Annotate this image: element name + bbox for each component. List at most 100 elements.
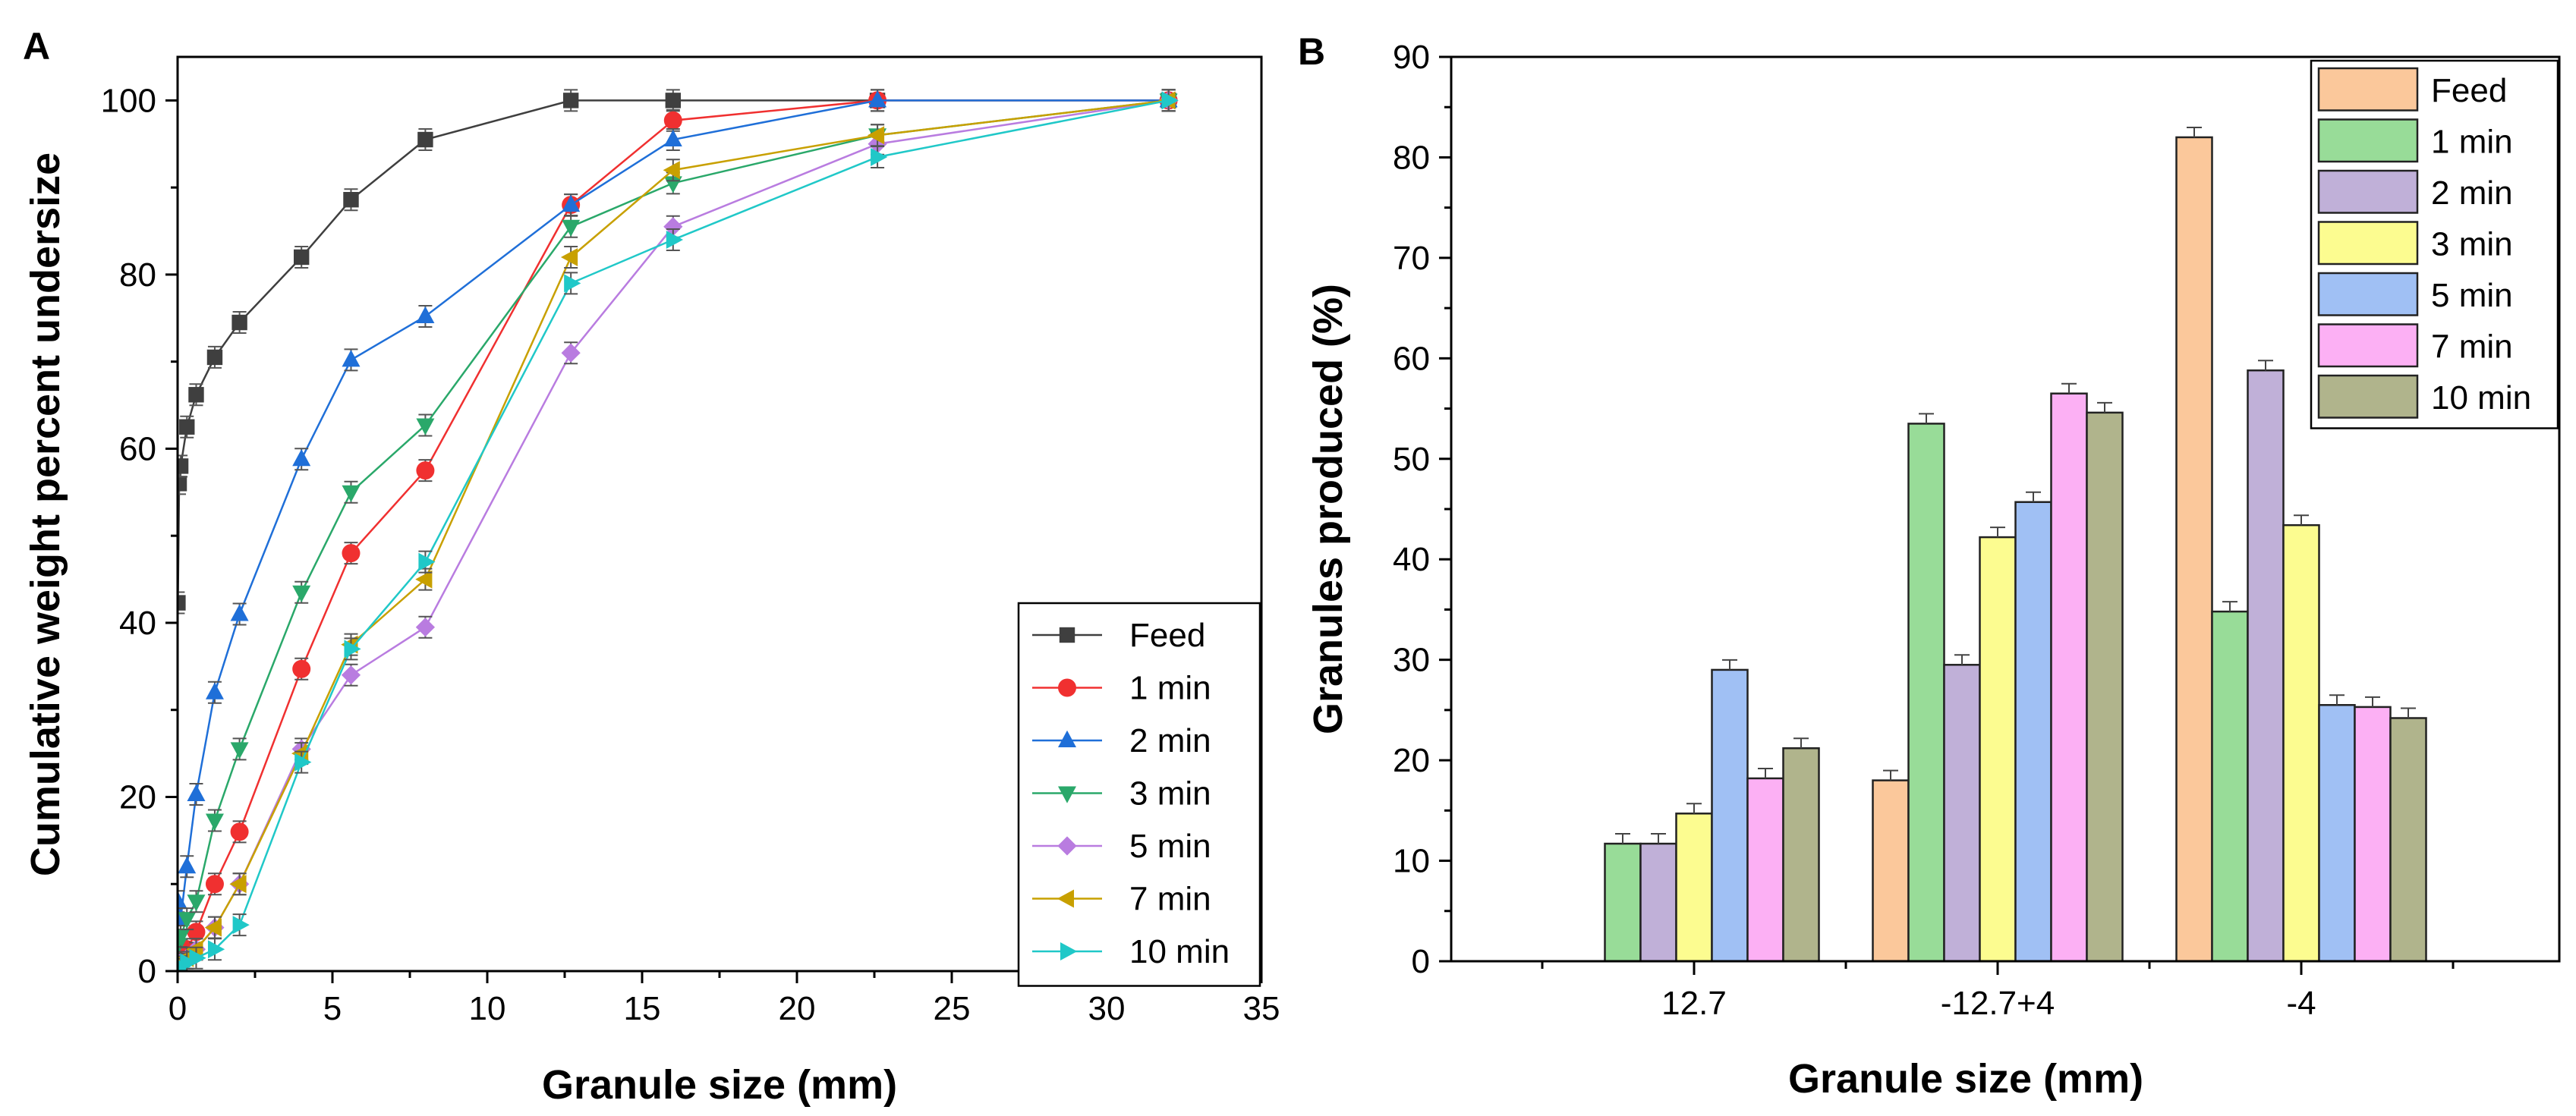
x-tick-label: 30 xyxy=(1088,990,1126,1027)
bar xyxy=(2318,704,2356,963)
legend-swatch xyxy=(2317,374,2419,419)
bar xyxy=(1711,668,1749,963)
panel-b-plot-frame xyxy=(1450,55,2561,963)
data-point xyxy=(179,419,195,435)
legend-marker xyxy=(1058,786,1076,803)
bar xyxy=(2282,523,2320,963)
data-point xyxy=(663,129,682,147)
legend-label: Feed xyxy=(2431,72,2507,109)
data-point xyxy=(418,552,436,571)
bar xyxy=(2050,392,2088,963)
legend-label: 5 min xyxy=(1129,828,1211,865)
x-tick-label: 15 xyxy=(624,990,661,1027)
panel-label-b: B xyxy=(1298,30,1325,73)
x-tick-label: 5 xyxy=(323,990,342,1027)
y-tick-label: 60 xyxy=(119,430,156,467)
legend-label: 7 min xyxy=(2431,328,2513,365)
data-point xyxy=(294,249,310,266)
y-tick-label: 80 xyxy=(1393,139,1430,176)
data-point xyxy=(341,665,361,685)
panel-a-x-axis-title: Granule size (mm) xyxy=(542,1062,897,1108)
data-point xyxy=(229,875,247,894)
legend-label: 2 min xyxy=(1129,722,1211,759)
y-tick-label: 60 xyxy=(1393,340,1430,377)
data-point xyxy=(663,217,683,237)
bar xyxy=(1943,664,1981,963)
y-tick-label: 20 xyxy=(1393,742,1430,779)
data-point xyxy=(561,343,581,363)
bar xyxy=(2211,610,2249,963)
data-point xyxy=(205,682,224,699)
y-tick-label: 90 xyxy=(1393,39,1430,76)
data-point xyxy=(230,822,249,841)
bar xyxy=(1639,842,1677,963)
legend-swatch xyxy=(2317,67,2419,112)
data-point xyxy=(343,192,359,208)
legend-swatch xyxy=(2317,323,2419,368)
x-tick-label: 0 xyxy=(168,990,187,1027)
data-point xyxy=(187,784,206,802)
bar xyxy=(2086,411,2124,963)
data-point xyxy=(294,753,312,772)
bar xyxy=(1675,813,1713,963)
data-point xyxy=(663,111,682,130)
chart-panel-a: A 0 5 10 15 20 25 30 35 0 20 40 60 80 100 Granule siz… xyxy=(23,25,1280,1108)
data-point xyxy=(178,857,197,874)
data-point xyxy=(292,659,311,678)
y-tick-label: 100 xyxy=(101,82,156,119)
panel-b-x-axis-title: Granule size (mm) xyxy=(1788,1056,2143,1102)
legend-marker xyxy=(1058,678,1076,697)
legend-marker xyxy=(1060,942,1078,960)
data-point xyxy=(178,595,186,611)
data-point xyxy=(342,350,361,367)
y-tick-label: 0 xyxy=(138,953,156,990)
legend-label: 1 min xyxy=(2431,123,2513,160)
data-point xyxy=(207,940,225,959)
data-point xyxy=(342,544,361,563)
data-point xyxy=(868,90,887,108)
chart-panel-b: B 0 10 20 30 40 50 60 70 80 90 12.7 -12.7+4 -4 Granu… xyxy=(1298,30,2561,1102)
bar xyxy=(2354,706,2392,963)
data-point xyxy=(344,640,361,659)
data-point xyxy=(560,247,578,266)
y-tick-label: 70 xyxy=(1393,240,1430,277)
legend-label: Feed xyxy=(1129,617,1205,654)
data-point xyxy=(230,604,249,621)
data-point xyxy=(230,742,249,759)
data-point xyxy=(205,875,224,894)
data-point xyxy=(186,940,203,959)
y-tick-label: 0 xyxy=(1412,943,1430,980)
data-point xyxy=(178,929,191,947)
bar xyxy=(2247,369,2285,963)
data-point xyxy=(178,912,197,929)
data-point xyxy=(178,476,187,492)
bar xyxy=(2389,717,2427,963)
data-point xyxy=(871,147,888,166)
x-tick-label: 20 xyxy=(779,990,816,1027)
data-point xyxy=(180,953,197,971)
bar xyxy=(1872,779,1910,963)
data-point xyxy=(206,349,223,366)
legend-box xyxy=(1017,602,1261,987)
panel-b-y-axis-title: Granules produced (%) xyxy=(1305,284,1351,734)
data-point xyxy=(292,585,311,602)
bar xyxy=(1604,842,1642,963)
legend-label: 3 min xyxy=(1129,775,1211,813)
data-point xyxy=(1161,91,1179,110)
data-point xyxy=(867,126,885,145)
data-point xyxy=(562,194,581,212)
data-point xyxy=(416,418,435,435)
legend-marker xyxy=(1057,889,1074,908)
panel-b-tick-labels: 0 10 20 30 40 50 60 70 80 90 12.7 -12.7+4 -4 xyxy=(1393,39,2316,1022)
data-point xyxy=(416,306,435,323)
data-point xyxy=(564,274,581,293)
legend-marker xyxy=(1059,627,1075,643)
legend-label: 10 min xyxy=(2431,379,2531,417)
bar xyxy=(1979,536,2017,963)
panel-label-a: A xyxy=(23,25,50,68)
x-tick-label: 35 xyxy=(1243,990,1280,1027)
bar xyxy=(2175,136,2213,963)
panel-a-tick-labels: 0 5 10 15 20 25 30 35 0 20 40 60 80 100 xyxy=(101,82,1280,1027)
legend-label: 2 min xyxy=(2431,174,2513,212)
